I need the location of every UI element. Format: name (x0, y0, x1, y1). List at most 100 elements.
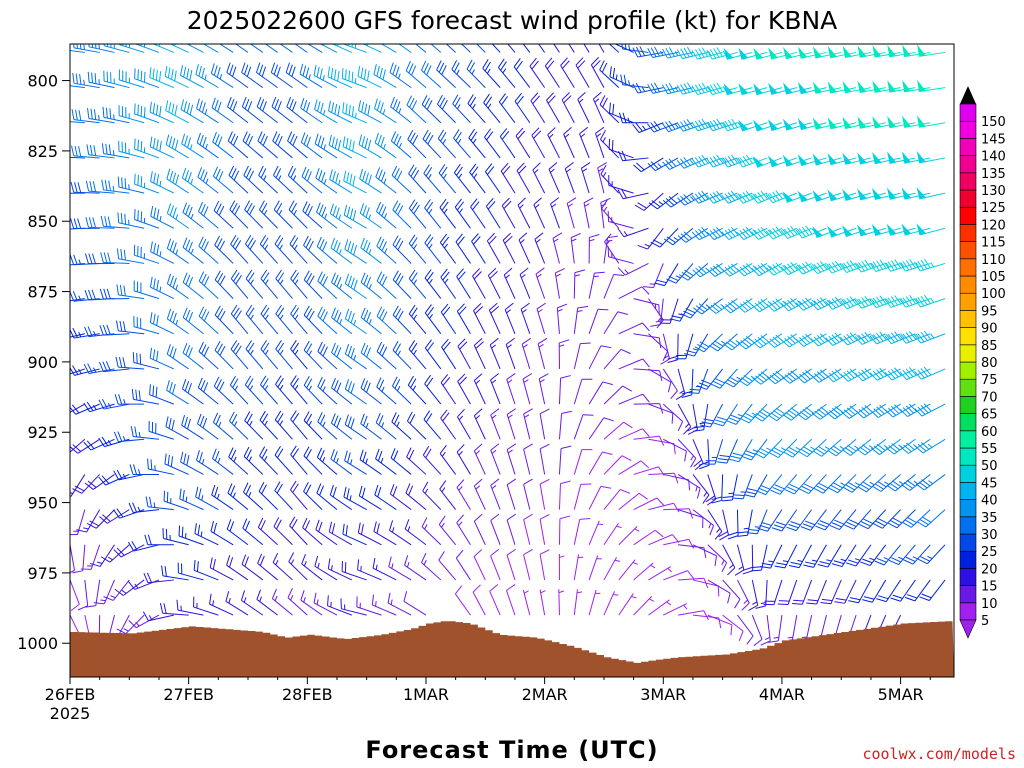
wind-barb (360, 413, 382, 440)
wind-barb (436, 60, 456, 88)
wind-barb (118, 44, 145, 53)
wind-barb (568, 44, 575, 53)
wind-barb (389, 520, 412, 546)
wind-barb (722, 614, 744, 642)
wind-barb (473, 478, 486, 510)
wind-barb (825, 260, 857, 274)
wind-barb (901, 187, 931, 200)
wind-barb (70, 333, 71, 335)
wind-barb (466, 59, 486, 88)
wind-barb (857, 116, 886, 129)
wind-barb (620, 74, 649, 89)
wind-barb (144, 534, 174, 546)
wind-barb (70, 49, 85, 53)
wind-barb (707, 544, 728, 573)
wind-barb (791, 579, 813, 605)
wind-barb (722, 579, 741, 609)
wind-barb (539, 408, 550, 440)
wind-barb (473, 338, 486, 370)
wind-barb (195, 64, 219, 89)
wind-barb (724, 368, 753, 388)
colorbar-label: 15 (981, 580, 998, 595)
wind-barb (374, 484, 397, 511)
wind-barb (327, 595, 352, 616)
wind-barb (872, 151, 901, 165)
wind-barb (692, 263, 723, 278)
wind-barb (677, 192, 709, 206)
wind-barb (376, 377, 397, 405)
wind-barb (84, 253, 115, 265)
wind-barb (314, 556, 338, 581)
wind-barb (245, 269, 264, 299)
wind-barb (707, 614, 733, 636)
wind-barb (341, 561, 367, 581)
wind-barb (128, 540, 160, 552)
wind-barb (737, 614, 754, 645)
wind-barb (164, 453, 189, 475)
wind-barb (780, 225, 812, 239)
wind-barb (519, 267, 531, 299)
wind-barb (490, 478, 501, 510)
wind-barb (476, 44, 486, 53)
wind-barb (343, 486, 367, 511)
colorbar-label: 65 (981, 408, 998, 423)
wind-barb (857, 474, 887, 493)
wind-barb (70, 368, 85, 375)
wind-barb (917, 79, 946, 93)
wind-barb (760, 544, 783, 569)
wind-barb (603, 274, 625, 299)
wind-barb (166, 344, 189, 370)
wind-barb (80, 544, 101, 570)
wind-barb (692, 579, 720, 597)
wind-barb (573, 483, 592, 510)
colorbar-top-arrow (960, 86, 976, 104)
wind-barb (663, 538, 695, 549)
wind-barb (100, 215, 130, 229)
wind-barb (439, 444, 457, 475)
wind-barb (726, 403, 753, 425)
wind-barb (371, 594, 397, 616)
wind-barb (827, 438, 857, 457)
wind-barb (558, 339, 570, 369)
wind-barb (768, 438, 798, 459)
colorbar-label: 35 (981, 511, 998, 526)
wind-barb (617, 227, 649, 238)
colorbar-label: 145 (981, 132, 1006, 147)
wind-barb (558, 480, 571, 510)
wind-barb (842, 81, 872, 94)
wind-barb (753, 83, 783, 96)
wind-barb (767, 403, 798, 422)
wind-barb (799, 474, 827, 494)
wind-barb (180, 65, 204, 89)
colorbar-label: 40 (981, 494, 998, 509)
wind-barb (842, 474, 872, 493)
wind-barb (795, 261, 827, 275)
wind-barb (388, 556, 412, 581)
wind-barb (573, 554, 584, 581)
wind-barb (279, 44, 293, 53)
wind-barb (506, 478, 517, 510)
wind-barb (328, 521, 353, 546)
wind-barb (884, 259, 916, 272)
wind-barb (678, 610, 709, 621)
wind-barb (230, 340, 249, 370)
wind-barb (317, 341, 338, 370)
wind-barb (230, 304, 249, 335)
colorbar-label: 85 (981, 339, 998, 354)
wind-barb (473, 303, 486, 335)
wind-barb (228, 447, 249, 475)
wind-barb (876, 579, 902, 603)
wind-barb (588, 520, 604, 545)
wind-barb (771, 509, 798, 532)
wind-barb (145, 496, 174, 511)
wind-barb (113, 431, 145, 443)
wind-barb (181, 167, 204, 194)
wind-barb (229, 375, 249, 405)
wind-barb (376, 271, 397, 299)
x-tick-label: 1MAR (403, 685, 449, 704)
wind-barb (840, 332, 872, 346)
colorbar-swatch (959, 585, 977, 604)
wind-barb (566, 197, 577, 229)
colorbar-swatch (959, 292, 977, 311)
wind-barb (209, 557, 234, 581)
